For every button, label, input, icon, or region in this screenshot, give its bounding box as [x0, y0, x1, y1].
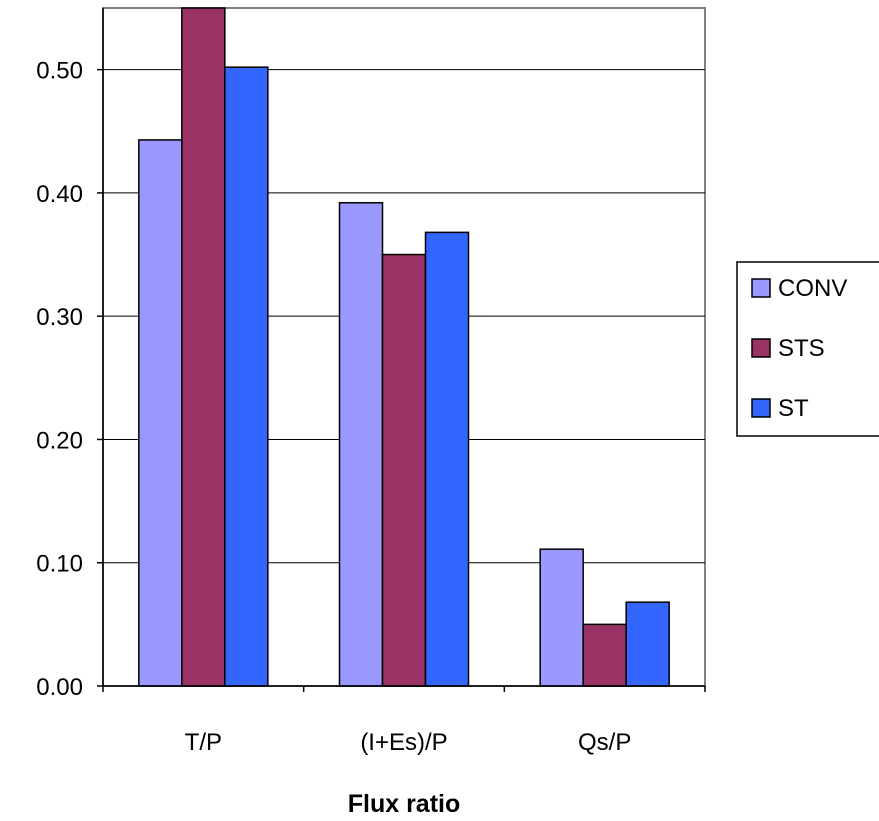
- bar-st-2: [424, 231, 470, 687]
- legend-items: CONV STS ST: [751, 275, 847, 422]
- legend-swatch-sts: [751, 338, 771, 358]
- bar-sts-1: [181, 7, 226, 687]
- y-axis-ticks: 0.00 0.10 0.20 0.30 0.40 0.50: [36, 58, 103, 701]
- bar-st-3: [625, 601, 670, 687]
- legend-label-st: ST: [778, 395, 809, 422]
- plot-area: 0.00 0.10 0.20 0.30 0.40 0.50 T/P (I+Es)/P Qs/P: [36, 7, 706, 756]
- bar-conv-2: [338, 202, 384, 687]
- x-tick-label: Qs/P: [578, 729, 631, 756]
- legend-swatch-conv: [751, 278, 771, 298]
- bar-conv-1: [138, 139, 183, 687]
- y-tick-label: 0.30: [36, 304, 83, 331]
- x-axis-ticks: T/P (I+Es)/P Qs/P: [102, 686, 706, 756]
- legend: CONV STS ST: [736, 261, 879, 437]
- legend-label-conv: CONV: [778, 275, 847, 302]
- y-tick-label: 0.40: [36, 181, 83, 208]
- bar-conv-3: [539, 548, 584, 687]
- y-tick-label: 0.00: [36, 674, 83, 701]
- y-tick-label: 0.10: [36, 551, 83, 578]
- x-tick-label: (I+Es)/P: [360, 729, 447, 756]
- bar-sts-3: [582, 623, 627, 687]
- legend-label-sts: STS: [778, 335, 825, 362]
- x-tick-label: T/P: [185, 729, 222, 756]
- legend-swatch-st: [751, 398, 771, 418]
- bar-sts-2: [381, 253, 427, 687]
- y-tick-label: 0.50: [36, 58, 83, 85]
- y-tick-label: 0.20: [36, 427, 83, 454]
- bar-st-1: [224, 66, 269, 687]
- x-axis-title: Flux ratio: [348, 790, 461, 818]
- bars: [138, 7, 670, 687]
